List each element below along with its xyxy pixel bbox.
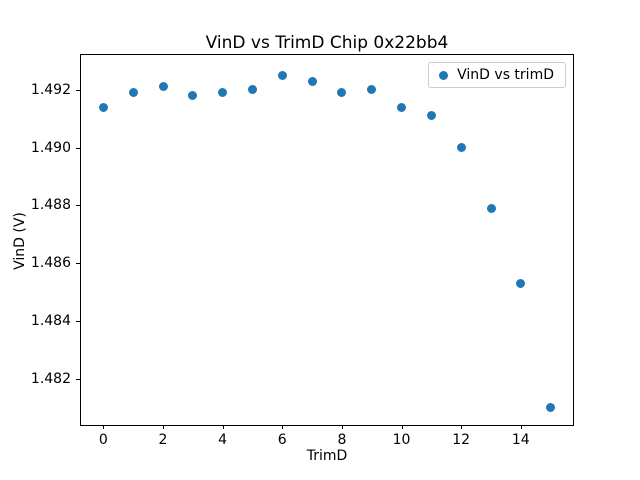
x-tick-label: 6 — [277, 432, 287, 448]
x-tick — [222, 425, 224, 429]
x-axis-label: TrimD — [306, 448, 348, 464]
data-point — [426, 111, 436, 121]
x-tick-label: 4 — [218, 432, 228, 448]
x-tick-label: 2 — [158, 432, 168, 448]
plot-area: VinD vs trimD 0 2 4 6 8 10 12 14 1.482 1.484 1.486… — [31, 54, 574, 448]
data-point — [188, 90, 198, 100]
legend-marker-icon — [439, 70, 449, 80]
y-tick-label: 1.488 — [30, 197, 71, 214]
x-tick — [341, 425, 343, 429]
chart-title: VinD vs TrimD Chip 0x22bb4 — [205, 33, 449, 53]
x-tick — [103, 425, 105, 429]
x-tick — [163, 425, 164, 429]
y-tick — [76, 147, 80, 149]
data-point — [98, 102, 108, 112]
data-point — [546, 403, 556, 413]
data-point — [307, 76, 317, 86]
data-point — [218, 88, 228, 98]
x-tick-label: 14 — [511, 432, 530, 448]
x-tick-label: 8 — [337, 432, 347, 448]
y-tick-label: 1.482 — [30, 370, 71, 387]
x-tick-label: 12 — [452, 432, 471, 448]
y-tick-label: 1.490 — [30, 139, 71, 156]
y-tick-label: 1.486 — [30, 255, 71, 272]
data-point — [277, 70, 287, 80]
data-point — [337, 88, 347, 98]
x-tick-label: 10 — [392, 432, 411, 448]
x-tick — [520, 425, 522, 429]
x-tick — [401, 425, 403, 429]
data-point — [367, 85, 377, 95]
y-tick — [76, 89, 80, 91]
data-point — [516, 278, 526, 288]
y-tick-label: 1.484 — [30, 312, 71, 329]
data-point — [397, 102, 407, 112]
y-tick — [76, 205, 80, 207]
y-tick — [76, 378, 80, 380]
legend-label: VinD vs trimD — [457, 67, 554, 83]
y-tick — [76, 320, 80, 322]
y-tick-label: 1.492 — [30, 81, 71, 98]
x-tick-label: 0 — [98, 432, 108, 448]
data-point — [247, 85, 257, 95]
legend: VinD vs trimD — [428, 62, 566, 88]
data-point — [128, 88, 138, 98]
x-tick — [282, 425, 284, 429]
data-point — [486, 203, 496, 213]
data-point — [456, 143, 466, 152]
data-point — [158, 82, 168, 92]
y-tick — [76, 263, 80, 265]
x-tick — [461, 425, 463, 429]
